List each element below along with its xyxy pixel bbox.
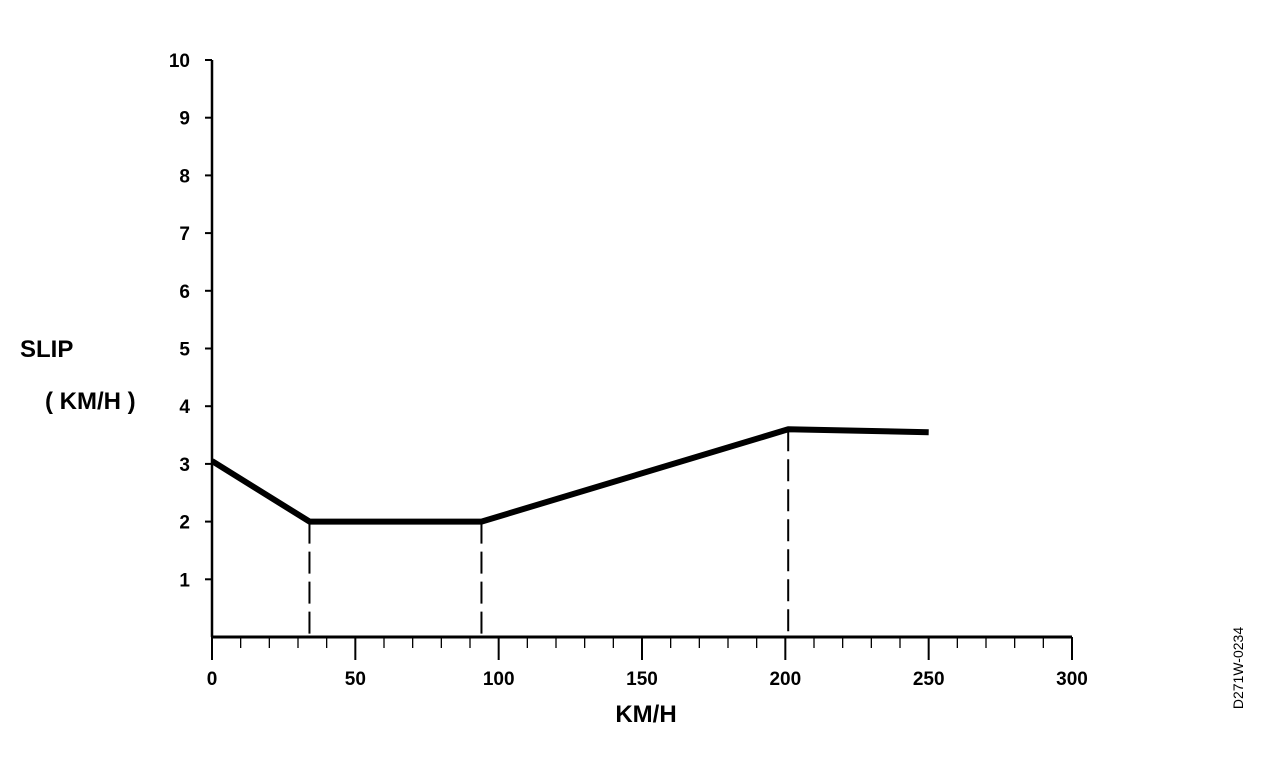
x-tick-label: 250 [913, 669, 945, 690]
y-axis-title-line1: SLIP [20, 336, 73, 363]
series-layer [210, 426, 929, 525]
figure-reference: D271W-0234 [1230, 627, 1246, 709]
y-tick-label: 5 [179, 340, 190, 361]
y-tick-label: 9 [179, 109, 190, 130]
reference-lines [308, 429, 790, 637]
x-tick-label: 100 [483, 669, 515, 690]
y-axis-title-line2: ( KM/H ) [45, 388, 136, 415]
y-tick-label: 6 [179, 282, 190, 303]
x-axis-title: KM/H [615, 701, 676, 728]
y-tick-label: 1 [179, 570, 190, 591]
x-tick-label: 150 [626, 669, 658, 690]
y-tick-label: 4 [179, 397, 190, 418]
x-tick-label: 200 [769, 669, 801, 690]
y-tick-label: 3 [179, 455, 190, 476]
slip-curve [210, 426, 929, 525]
x-tick-label: 50 [345, 669, 366, 690]
y-tick-label: 2 [179, 513, 190, 534]
y-tick-labels: 1 2 3 4 5 6 7 8 9 10 [169, 51, 191, 591]
x-tick-label: 300 [1056, 669, 1088, 690]
y-tick-label: 8 [179, 166, 190, 187]
x-tick-label: 0 [207, 669, 218, 690]
x-tick-labels: 0 50 100 150 200 250 300 [207, 669, 1088, 690]
y-tick-label: 7 [179, 224, 190, 245]
axes [205, 59, 1073, 660]
y-tick-label: 10 [169, 51, 190, 72]
